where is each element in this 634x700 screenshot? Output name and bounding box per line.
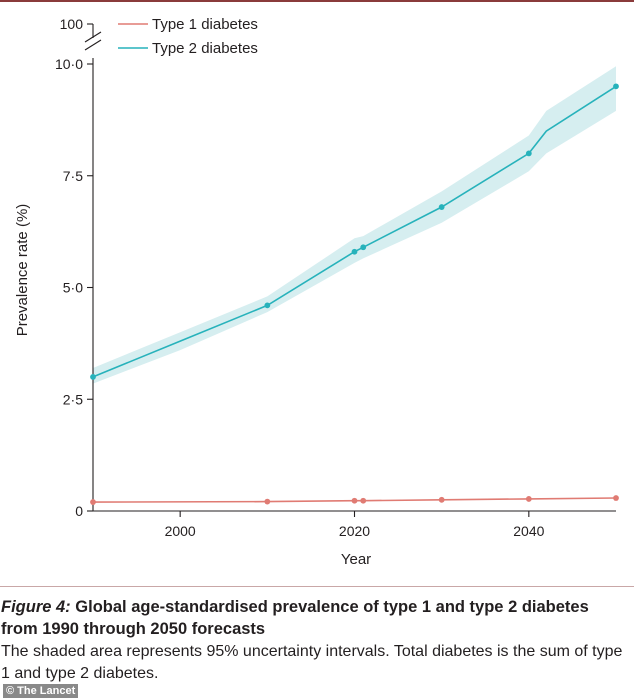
- caption-title-line-1: Figure 4: Global age-standardised preval…: [1, 596, 631, 618]
- y-tick-label: 100: [60, 16, 84, 32]
- x-axis-title: Year: [341, 551, 371, 568]
- x-tick-label: 2040: [513, 523, 544, 539]
- type-1-diabetes-point: [264, 498, 271, 505]
- series-marker-layer: [90, 83, 619, 505]
- y-tick-label: 7·5: [63, 168, 83, 184]
- type-2-diabetes-point: [525, 150, 532, 157]
- type-1-diabetes-legend-label: Type 1 diabetes: [152, 16, 258, 33]
- type-1-diabetes-point: [525, 496, 532, 502]
- y-axis-break-mark: [84, 31, 102, 43]
- y-axis-break-mark: [84, 39, 102, 51]
- type-2-diabetes-legend-label: Type 2 diabetes: [152, 40, 258, 57]
- x-tick-label: 2020: [339, 523, 370, 539]
- caption-body: The shaded area represents 95% uncertain…: [1, 643, 623, 682]
- y-axis-title: Prevalence rate (%): [14, 204, 31, 337]
- type-1-diabetes-point: [360, 497, 367, 504]
- type-1-diabetes-point: [438, 496, 445, 503]
- y-tick-label: 0: [75, 503, 83, 519]
- figure-label: Figure 4:: [1, 598, 71, 616]
- legend: Type 1 diabetes Type 2 diabetes: [118, 16, 258, 57]
- caption-title-rest: Global age-standardised prevalence of ty…: [70, 598, 589, 616]
- axes-layer: 100 0 2·5 5·0 7·5 10·0 2000 2020 2040: [55, 16, 616, 539]
- type-1-diabetes-point: [613, 495, 619, 501]
- type-2-diabetes-point: [264, 302, 271, 309]
- caption-title-line-2: from 1990 through 2050 forecasts: [1, 620, 266, 638]
- figure-caption: Figure 4: Global age-standardised preval…: [1, 596, 631, 685]
- type-2-diabetes-point: [438, 204, 445, 210]
- y-tick-label: 10·0: [55, 56, 83, 72]
- prevalence-line-chart: 100 0 2·5 5·0 7·5 10·0 2000 2020 2040 Type 1 dia…: [14, 16, 619, 568]
- y-tick-label: 5·0: [63, 280, 83, 296]
- top-border: [0, 0, 634, 2]
- type-2-diabetes-point: [90, 374, 96, 380]
- type-2-diabetes-uncertainty-band: [93, 66, 616, 384]
- x-tick-label: 2000: [165, 523, 196, 539]
- caption-separator: [0, 586, 634, 587]
- y-tick-label: 2·5: [63, 391, 83, 407]
- type-2-diabetes-point: [613, 83, 619, 90]
- type-1-diabetes-point: [351, 497, 358, 504]
- type-2-diabetes-point: [360, 244, 367, 251]
- type-1-diabetes-point: [90, 499, 96, 505]
- type-2-diabetes-point: [351, 248, 358, 255]
- uncertainty-band-layer: [93, 66, 616, 384]
- lancet-watermark: © The Lancet: [3, 684, 79, 698]
